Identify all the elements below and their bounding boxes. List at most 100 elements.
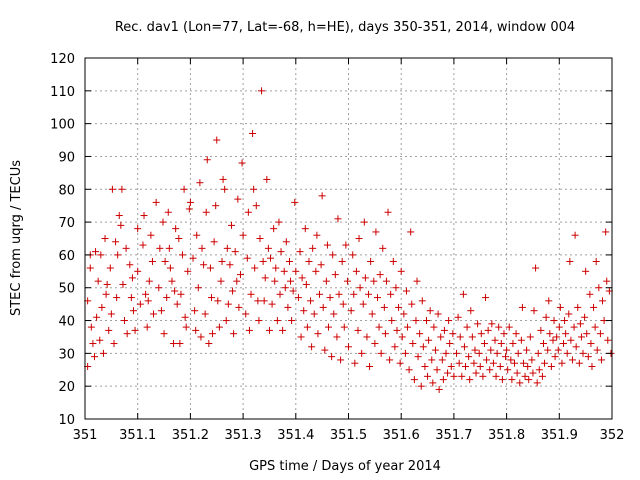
data-point	[358, 349, 366, 357]
data-point	[231, 248, 239, 256]
data-point	[164, 208, 172, 216]
data-point	[579, 349, 587, 357]
data-point	[524, 362, 532, 370]
data-point	[236, 271, 244, 279]
data-point	[402, 287, 410, 295]
data-point	[405, 366, 413, 374]
data-point	[500, 330, 508, 338]
data-point	[532, 264, 540, 272]
data-point	[496, 362, 504, 370]
data-point	[180, 185, 188, 193]
data-point	[217, 277, 225, 285]
data-point	[339, 300, 347, 308]
data-point	[416, 330, 424, 338]
data-point	[419, 343, 427, 351]
data-point	[310, 310, 318, 318]
data-point	[260, 297, 268, 305]
data-point	[525, 376, 533, 384]
data-point	[575, 359, 583, 367]
data-point	[484, 326, 492, 334]
data-point	[355, 235, 363, 242]
data-point	[280, 267, 288, 275]
data-point	[219, 175, 227, 183]
x-tick-label: 352	[600, 428, 625, 443]
data-point	[424, 372, 432, 380]
data-point	[277, 248, 285, 256]
data-point	[168, 277, 176, 285]
data-point	[488, 320, 496, 328]
data-point	[300, 307, 308, 315]
data-point	[487, 346, 495, 354]
data-point	[422, 317, 430, 325]
data-point	[507, 356, 515, 364]
data-point	[176, 340, 184, 348]
data-point	[323, 241, 331, 249]
data-point	[534, 349, 542, 357]
data-point	[561, 317, 569, 325]
data-point	[363, 333, 371, 341]
data-point	[588, 362, 596, 370]
data-point	[159, 218, 167, 226]
data-point	[393, 326, 401, 334]
data-point	[222, 317, 230, 325]
data-point	[482, 294, 490, 302]
data-point	[119, 280, 127, 288]
data-point	[367, 257, 375, 265]
data-point	[101, 235, 109, 242]
x-tick-label: 351.2	[172, 428, 209, 443]
data-point	[380, 303, 388, 311]
data-point	[285, 257, 293, 265]
data-point	[595, 284, 603, 292]
data-point	[264, 244, 272, 252]
data-point	[289, 287, 297, 295]
data-point	[122, 244, 130, 252]
data-point	[312, 267, 320, 275]
data-point	[131, 326, 139, 334]
data-point	[381, 330, 389, 338]
data-point	[360, 218, 368, 226]
data-point	[400, 310, 408, 318]
data-point	[291, 198, 299, 206]
data-point	[209, 330, 217, 338]
data-point	[177, 290, 185, 298]
data-point	[489, 359, 497, 367]
data-point	[586, 290, 594, 298]
data-point	[512, 330, 520, 338]
data-point	[571, 231, 579, 239]
data-point	[418, 297, 426, 305]
y-tick-label: 120	[50, 52, 75, 67]
y-tick-label: 50	[58, 282, 75, 297]
data-point	[335, 290, 343, 298]
data-point	[139, 241, 147, 249]
data-point	[513, 369, 521, 377]
data-point	[244, 208, 252, 216]
data-point	[433, 366, 441, 374]
data-point	[537, 326, 545, 334]
data-point	[456, 333, 464, 341]
x-tick-label: 351.6	[383, 428, 420, 443]
data-point	[200, 261, 208, 269]
data-point	[123, 330, 131, 338]
data-point	[461, 362, 469, 370]
data-point	[93, 313, 101, 321]
data-point	[229, 287, 237, 295]
data-point	[386, 356, 394, 364]
data-point	[254, 297, 262, 305]
data-point	[556, 303, 564, 311]
data-point	[533, 379, 541, 387]
data-point	[256, 235, 264, 242]
data-point	[112, 238, 120, 246]
data-point	[302, 280, 310, 288]
data-point	[117, 221, 125, 229]
data-point	[568, 356, 576, 364]
data-point	[105, 326, 113, 334]
data-point	[276, 290, 284, 298]
data-point	[593, 346, 601, 354]
data-point	[414, 353, 422, 361]
data-point	[492, 372, 500, 380]
data-point	[284, 303, 292, 311]
data-point	[265, 326, 273, 334]
data-point	[574, 303, 582, 311]
data-point	[114, 251, 122, 259]
data-point	[375, 323, 383, 331]
